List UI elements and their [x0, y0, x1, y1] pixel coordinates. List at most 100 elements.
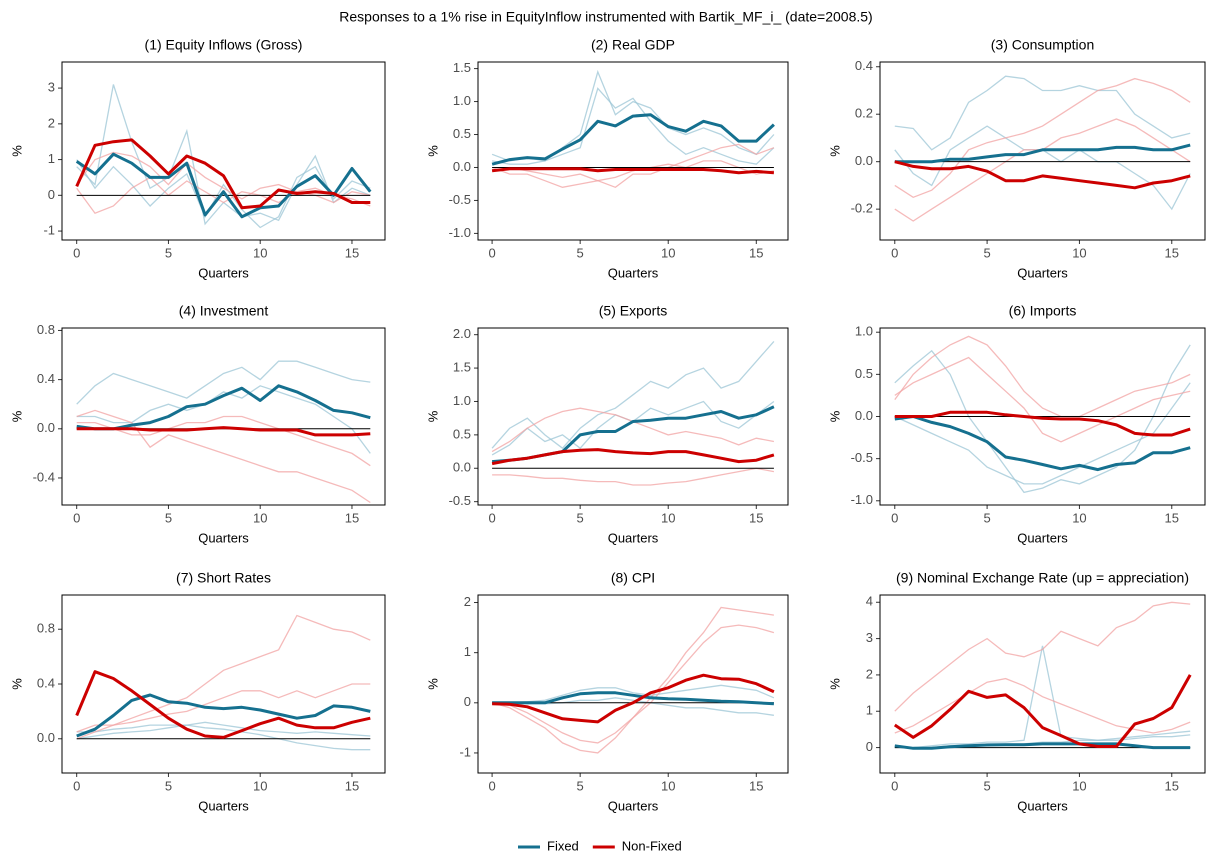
x-axis-label: Quarters	[1017, 798, 1068, 813]
x-tick-label: 5	[577, 245, 584, 260]
y-tick-label: -1.0	[851, 492, 873, 507]
y-axis-label: %	[827, 678, 842, 690]
y-tick-label: 0.0	[855, 153, 873, 168]
x-tick-label: 5	[577, 778, 584, 793]
background-line	[76, 360, 371, 405]
background-line	[76, 176, 371, 214]
x-axis-label: Quarters	[1017, 265, 1068, 280]
x-tick-label: 10	[253, 245, 267, 260]
background-line	[491, 143, 775, 189]
x-tick-label: 15	[345, 245, 359, 260]
y-tick-label: 0.4	[855, 58, 873, 73]
y-tick-label: 2.0	[453, 326, 471, 341]
background-line	[894, 677, 1191, 734]
y-tick-label: 4	[866, 594, 873, 609]
series-line	[893, 674, 1192, 748]
x-tick-label: 15	[749, 510, 763, 525]
y-axis-label: %	[425, 410, 440, 422]
series-line	[76, 693, 371, 738]
series-line	[76, 426, 371, 437]
x-tick-label: 10	[1072, 510, 1086, 525]
y-tick-label: 1	[866, 703, 873, 718]
y-tick-label: 0.5	[855, 366, 873, 381]
panel-title: (3) Consumption	[991, 37, 1095, 53]
x-tick-label: 0	[891, 510, 898, 525]
y-tick-label: 0.2	[855, 106, 873, 121]
figure-title: Responses to a 1% rise in EquityInflow i…	[339, 9, 872, 25]
legend-label: Non-Fixed	[622, 838, 682, 853]
series-line	[894, 742, 1191, 750]
y-tick-label: 0.0	[453, 460, 471, 475]
background-line	[492, 467, 775, 486]
plot-lines	[491, 340, 775, 486]
x-tick-label: 0	[488, 245, 495, 260]
plot-frame	[61, 327, 386, 506]
plot-lines	[894, 335, 1191, 494]
x-tick-label: 0	[73, 510, 80, 525]
y-tick-label: 1.5	[453, 60, 471, 75]
x-tick-label: 10	[253, 778, 267, 793]
y-tick-label: 0.0	[453, 159, 471, 174]
x-axis-label: Quarters	[608, 265, 659, 280]
y-tick-label: -0.5	[449, 493, 471, 508]
y-tick-label: 1.0	[855, 324, 873, 339]
y-axis-label: %	[827, 145, 842, 157]
x-tick-label: 0	[73, 778, 80, 793]
plot-frame	[879, 61, 1206, 241]
x-tick-label: 15	[749, 245, 763, 260]
x-axis-label: Quarters	[198, 265, 249, 280]
y-axis-label: %	[9, 678, 24, 690]
plot-frame	[477, 327, 789, 506]
y-axis-label: %	[9, 145, 24, 157]
y-tick-label: 2	[866, 666, 873, 681]
x-tick-label: 5	[165, 778, 172, 793]
y-tick-label: 1	[464, 644, 471, 659]
series-line	[76, 384, 371, 431]
background-line	[894, 601, 1191, 712]
x-tick-label: 0	[891, 778, 898, 793]
series-line	[75, 152, 372, 219]
x-tick-label: 10	[253, 510, 267, 525]
plot-frame	[61, 61, 386, 241]
series-line	[75, 138, 371, 210]
plot-frame	[61, 594, 386, 774]
panel-title: (8) CPI	[611, 570, 655, 586]
y-tick-label: 0.4	[37, 675, 55, 690]
background-line	[491, 87, 775, 165]
background-line	[492, 624, 775, 744]
x-tick-label: 10	[1072, 778, 1086, 793]
series-line	[491, 113, 775, 166]
background-line	[894, 645, 1191, 749]
background-line	[492, 684, 775, 704]
plot-lines	[491, 69, 775, 189]
background-line	[894, 335, 1191, 418]
series-line	[894, 410, 1191, 437]
plot-frame	[879, 594, 1206, 774]
plot-frame	[879, 327, 1206, 506]
y-axis-label: %	[9, 410, 24, 422]
panel-title: (7) Short Rates	[176, 570, 271, 586]
plot-lines	[893, 601, 1192, 750]
x-tick-label: 15	[345, 510, 359, 525]
x-tick-label: 5	[165, 510, 172, 525]
series-line	[492, 673, 775, 724]
plot-frame	[477, 61, 789, 241]
x-tick-label: 5	[983, 245, 990, 260]
y-tick-label: 3	[866, 630, 873, 645]
x-axis-label: Quarters	[198, 798, 249, 813]
background-line	[76, 151, 371, 207]
series-line	[492, 691, 774, 706]
series-line	[75, 670, 371, 739]
panel-title: (2) Real GDP	[591, 37, 675, 53]
x-tick-label: 10	[661, 245, 675, 260]
series-line	[491, 167, 775, 175]
x-tick-label: 15	[749, 778, 763, 793]
background-line	[76, 415, 371, 467]
x-axis-label: Quarters	[608, 530, 659, 545]
x-tick-label: 15	[1165, 245, 1179, 260]
y-tick-label: -0.2	[851, 201, 873, 216]
y-tick-label: 3	[48, 80, 55, 95]
x-tick-label: 15	[1165, 510, 1179, 525]
y-tick-label: 0.4	[37, 371, 55, 386]
